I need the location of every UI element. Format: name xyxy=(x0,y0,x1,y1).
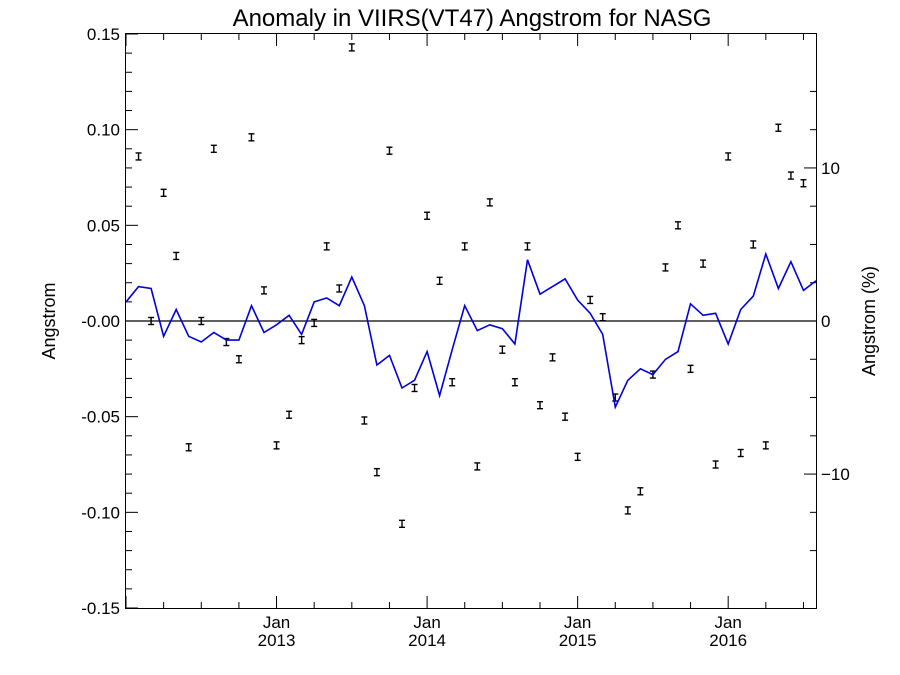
y-axis-label: Angstrom xyxy=(39,282,59,359)
errorbar-point xyxy=(574,452,581,462)
x-tick-year-label: 2015 xyxy=(559,631,597,650)
errorbar-point xyxy=(235,355,242,364)
y-tick-label: -0.00 xyxy=(81,312,120,331)
x-tick-month-label: Jan xyxy=(564,613,591,632)
errorbar-point xyxy=(261,286,267,295)
errorbar-point xyxy=(436,276,443,286)
errorbar-point xyxy=(210,144,217,154)
anomaly-line xyxy=(125,251,817,410)
errorbar-point xyxy=(499,345,506,354)
x-tick-year-label: 2013 xyxy=(258,631,296,650)
y-tick-label: -0.05 xyxy=(81,408,120,427)
errorbar-point xyxy=(800,179,807,188)
errorbar-point xyxy=(675,221,681,230)
errorbar-point xyxy=(662,263,669,272)
left-y-axis: 0.15 0.10 0.05 -0.00 -0.05 -0.10 -0.15 xyxy=(81,25,138,618)
errorbar-point xyxy=(787,171,794,180)
errorbar-point xyxy=(637,487,644,496)
errorbar-point xyxy=(700,259,707,268)
errorbar-series xyxy=(135,43,807,529)
errorbar-point xyxy=(135,152,142,161)
x-tick-month-label: Jan xyxy=(714,613,741,632)
errorbar-point xyxy=(411,383,418,393)
chart-title: Anomaly in VIIRS(VT47) Angstrom for NASG xyxy=(233,5,712,32)
x-tick-year-label: 2014 xyxy=(408,631,446,650)
errorbar-point xyxy=(399,519,405,529)
errorbar-point xyxy=(449,378,456,387)
errorbar-point xyxy=(248,133,255,142)
y2-tick-label: 0 xyxy=(821,312,830,331)
y-tick-label: 0.05 xyxy=(87,216,120,235)
errorbar-point xyxy=(775,123,782,132)
errorbar-point xyxy=(725,152,732,161)
errorbar-point xyxy=(599,312,606,322)
errorbar-point xyxy=(587,295,594,305)
y-tick-label: 0.10 xyxy=(87,121,120,140)
errorbar-point xyxy=(185,443,192,452)
right-y-axis: 10 0 −10 xyxy=(804,90,850,552)
errorbar-point xyxy=(750,240,757,249)
y2-tick-label: −10 xyxy=(821,465,850,484)
errorbar-point xyxy=(511,378,518,387)
errorbar-point xyxy=(298,335,305,345)
errorbar-point xyxy=(624,506,631,515)
errorbar-point xyxy=(273,441,280,450)
errorbar-point xyxy=(687,364,694,374)
errorbar-point xyxy=(474,462,481,471)
errorbar-point xyxy=(537,400,543,410)
errorbar-point xyxy=(361,416,368,425)
plot-frame xyxy=(125,33,817,609)
errorbar-point xyxy=(336,284,343,293)
errorbar-point xyxy=(712,460,719,469)
x-tick-month-label: Jan xyxy=(263,613,290,632)
errorbar-point xyxy=(323,242,330,251)
x-tick-month-label: Jan xyxy=(413,613,440,632)
errorbar-point xyxy=(424,211,431,220)
errorbar-point xyxy=(386,146,393,155)
y-tick-label: 0.15 xyxy=(87,25,120,44)
errorbar-point xyxy=(148,316,155,326)
y-tick-label: -0.10 xyxy=(81,503,120,522)
errorbar-point xyxy=(160,188,167,198)
errorbar-point xyxy=(762,441,769,450)
errorbar-point xyxy=(373,467,380,477)
y2-tick-label: 10 xyxy=(821,159,840,178)
errorbar-point xyxy=(549,353,556,362)
errorbar-point xyxy=(173,251,180,261)
errorbar-point xyxy=(737,448,744,458)
y-tick-label: -0.15 xyxy=(81,599,120,618)
errorbar-point xyxy=(198,316,205,326)
errorbar-point xyxy=(348,43,355,52)
errorbar-point xyxy=(486,198,493,207)
errorbar-point xyxy=(524,242,531,251)
errorbar-point xyxy=(461,242,468,251)
y2-axis-label: Angstrom (%) xyxy=(859,266,879,376)
x-tick-year-label: 2016 xyxy=(709,631,747,650)
errorbar-point xyxy=(562,412,569,421)
errorbar-point xyxy=(286,410,293,419)
errorbar-point xyxy=(311,318,318,328)
